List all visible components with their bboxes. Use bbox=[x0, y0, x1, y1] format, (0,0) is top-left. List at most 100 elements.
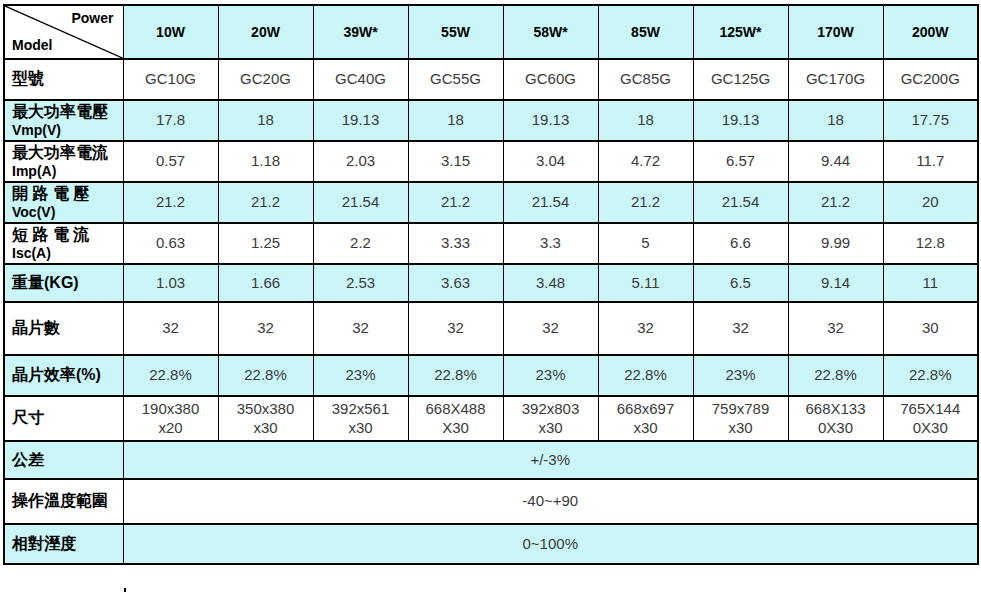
table-row-weight: 重量(KG) 1.03 1.66 2.53 3.63 3.48 5.11 6.5… bbox=[4, 264, 978, 302]
spec-cell: 5 bbox=[598, 223, 693, 264]
column-header-200w: 200W bbox=[883, 5, 978, 59]
spec-cell: 22.8% bbox=[123, 355, 218, 396]
spec-cell: GC40G bbox=[313, 59, 408, 100]
table-row-tolerance: 公差 +/-3% bbox=[4, 441, 978, 479]
spec-cell: 9.44 bbox=[788, 141, 883, 182]
table-row-efficiency: 晶片效率(%) 22.8% 22.8% 23% 22.8% 23% 22.8% … bbox=[4, 355, 978, 396]
spec-cell: 32 bbox=[123, 302, 218, 355]
row-label-relative-humidity: 相對溼度 bbox=[4, 524, 123, 564]
row-label-text: 短 路 電 流 bbox=[12, 225, 121, 245]
spec-cell: 23% bbox=[503, 355, 598, 396]
row-label-weight: 重量(KG) bbox=[4, 264, 123, 302]
spec-cell: 23% bbox=[693, 355, 788, 396]
row-label-model-number: 型號 bbox=[4, 59, 123, 100]
spec-cell: 9.99 bbox=[788, 223, 883, 264]
spec-cell: 1.66 bbox=[218, 264, 313, 302]
spec-cell: 22.8% bbox=[408, 355, 503, 396]
spec-cell: 668X488 X30 bbox=[408, 396, 503, 441]
row-label-text: 重量(KG) bbox=[12, 273, 121, 293]
spec-cell: 11 bbox=[883, 264, 978, 302]
spec-cell: 5.11 bbox=[598, 264, 693, 302]
column-header-20w: 20W bbox=[218, 5, 313, 59]
corner-power-label: Power bbox=[71, 10, 113, 26]
row-label-text: 最大功率電壓 bbox=[12, 102, 121, 122]
spec-cell: 22.8% bbox=[788, 355, 883, 396]
row-sublabel-text: Isc(A) bbox=[12, 245, 121, 263]
spec-cell: 2.53 bbox=[313, 264, 408, 302]
spec-cell: 32 bbox=[788, 302, 883, 355]
spec-cell: GC85G bbox=[598, 59, 693, 100]
spec-cell: 3.48 bbox=[503, 264, 598, 302]
spec-cell: 3.3 bbox=[503, 223, 598, 264]
row-label-text: 晶片效率(%) bbox=[12, 365, 121, 385]
spec-cell: 32 bbox=[218, 302, 313, 355]
table-row-voc: 開 路 電 壓 Voc(V) 21.2 21.2 21.54 21.2 21.5… bbox=[4, 182, 978, 223]
spec-cell: GC170G bbox=[788, 59, 883, 100]
spec-cell: 18 bbox=[218, 100, 313, 141]
row-label-voc: 開 路 電 壓 Voc(V) bbox=[4, 182, 123, 223]
spec-cell: 21.2 bbox=[218, 182, 313, 223]
spec-cell: 32 bbox=[598, 302, 693, 355]
spec-cell: 18 bbox=[788, 100, 883, 141]
spec-cell: 765X144 0X30 bbox=[883, 396, 978, 441]
spec-cell: 21.2 bbox=[123, 182, 218, 223]
spec-cell: GC60G bbox=[503, 59, 598, 100]
spec-cell: 1.03 bbox=[123, 264, 218, 302]
spec-cell: 12.8 bbox=[883, 223, 978, 264]
column-header-10w: 10W bbox=[123, 5, 218, 59]
table-bottom-edge-fragment bbox=[124, 588, 126, 592]
spec-cell: 1.18 bbox=[218, 141, 313, 182]
row-label-text: 尺寸 bbox=[12, 408, 121, 428]
column-header-58w: 58W* bbox=[503, 5, 598, 59]
spec-cell: 4.72 bbox=[598, 141, 693, 182]
spec-cell: 6.5 bbox=[693, 264, 788, 302]
row-label-tolerance: 公差 bbox=[4, 441, 123, 479]
row-label-text: 型號 bbox=[12, 69, 121, 89]
spec-cell: 350x380 x30 bbox=[218, 396, 313, 441]
column-header-125w: 125W* bbox=[693, 5, 788, 59]
spec-cell: 18 bbox=[598, 100, 693, 141]
column-header-85w: 85W bbox=[598, 5, 693, 59]
header-row: Power Model 10W 20W 39W* 55W 58W* 85W 12… bbox=[4, 5, 978, 59]
spec-cell: 21.2 bbox=[788, 182, 883, 223]
table-row-dimensions: 尺寸 190x380 x20 350x380 x30 392x561 x30 6… bbox=[4, 396, 978, 441]
spec-cell: 32 bbox=[408, 302, 503, 355]
spec-cell: 668x697 x30 bbox=[598, 396, 693, 441]
spec-cell: 21.54 bbox=[313, 182, 408, 223]
spec-cell-span: +/-3% bbox=[123, 441, 978, 479]
column-header-55w: 55W bbox=[408, 5, 503, 59]
row-label-isc: 短 路 電 流 Isc(A) bbox=[4, 223, 123, 264]
row-sublabel-text: Imp(A) bbox=[12, 163, 121, 181]
spec-cell: 0.63 bbox=[123, 223, 218, 264]
spec-cell: 20 bbox=[883, 182, 978, 223]
corner-model-label: Model bbox=[12, 37, 52, 53]
spec-cell: 21.2 bbox=[598, 182, 693, 223]
row-label-efficiency: 晶片效率(%) bbox=[4, 355, 123, 396]
row-label-imp: 最大功率電流 Imp(A) bbox=[4, 141, 123, 182]
spec-cell: 19.13 bbox=[693, 100, 788, 141]
spec-cell-span: 0~100% bbox=[123, 524, 978, 564]
row-label-operating-temperature: 操作溫度範圍 bbox=[4, 479, 123, 524]
spec-cell: 19.13 bbox=[313, 100, 408, 141]
spec-cell: 392x561 x30 bbox=[313, 396, 408, 441]
spec-cell: 392x803 x30 bbox=[503, 396, 598, 441]
row-sublabel-text: Voc(V) bbox=[12, 204, 121, 222]
row-label-dimensions: 尺寸 bbox=[4, 396, 123, 441]
spec-cell: 668X133 0X30 bbox=[788, 396, 883, 441]
spec-cell: 3.15 bbox=[408, 141, 503, 182]
row-label-text: 晶片數 bbox=[12, 318, 121, 338]
spec-cell: 32 bbox=[313, 302, 408, 355]
row-label-text: 最大功率電流 bbox=[12, 143, 121, 163]
spec-cell: 21.54 bbox=[693, 182, 788, 223]
spec-cell: 22.8% bbox=[598, 355, 693, 396]
spec-cell: 21.54 bbox=[503, 182, 598, 223]
spec-cell: 3.04 bbox=[503, 141, 598, 182]
spec-cell: 23% bbox=[313, 355, 408, 396]
spec-cell: 0.57 bbox=[123, 141, 218, 182]
spec-cell: 17.8 bbox=[123, 100, 218, 141]
spec-cell: 21.2 bbox=[408, 182, 503, 223]
table-row-operating-temperature: 操作溫度範圍 -40~+90 bbox=[4, 479, 978, 524]
spec-cell: 3.33 bbox=[408, 223, 503, 264]
spec-cell: GC20G bbox=[218, 59, 313, 100]
spec-cell: 3.63 bbox=[408, 264, 503, 302]
